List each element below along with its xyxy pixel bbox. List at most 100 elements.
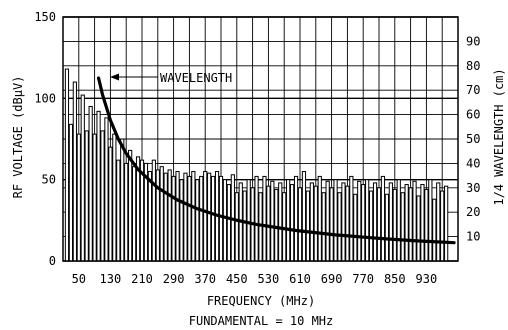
- spectrum-bar: [222, 179, 228, 262]
- spectrum-bar: [436, 182, 441, 262]
- spectrum-bar: [301, 171, 307, 262]
- spectrum-bar: [203, 171, 208, 262]
- spectrum-bar: [92, 133, 97, 262]
- x-tick-label: 290: [163, 272, 185, 286]
- spectrum-bar: [246, 179, 251, 262]
- spectrum-bar: [376, 187, 382, 262]
- spectrum-bar: [345, 185, 350, 262]
- right-y-tick-label: 10: [466, 230, 480, 244]
- spectrum-bar: [380, 175, 386, 262]
- x-tick-label: 930: [416, 272, 438, 286]
- spectrum-bar: [171, 175, 176, 262]
- x-tick-label: 130: [100, 272, 122, 286]
- spectrum-bar: [179, 179, 184, 262]
- x-tick-label: 770: [352, 272, 374, 286]
- spectrum-bar: [309, 182, 314, 262]
- spectrum-bar: [183, 172, 188, 262]
- spectrum-bar: [120, 138, 125, 262]
- spectrum-bar: [167, 169, 172, 262]
- right-y-tick-label: 30: [466, 181, 480, 195]
- x-tick-label: 850: [384, 272, 406, 286]
- spectrum-bar: [290, 184, 295, 262]
- spectrum-bar: [349, 175, 354, 262]
- spectrum-bar: [147, 171, 153, 262]
- right-y-tick-label: 90: [466, 34, 480, 48]
- spectrum-bar: [416, 195, 421, 262]
- spectrum-bar: [353, 193, 358, 262]
- spectrum-bar: [321, 192, 326, 262]
- x-tick-label: 690: [321, 272, 343, 286]
- spectrum-bar: [278, 182, 283, 262]
- spectrum-bar: [68, 123, 74, 262]
- left-y-tick-labels: 0 50 100 150: [34, 10, 56, 268]
- left-y-tick-label: 50: [42, 173, 56, 187]
- right-y-tick-label: 60: [466, 108, 480, 122]
- spectrum-bar: [116, 159, 121, 262]
- curve-label: WAVELENGTH: [160, 71, 232, 85]
- right-y-tick-label: 20: [466, 205, 480, 219]
- right-y-tick-labels: 10 20 30 40 50 60 70 80 90: [466, 34, 480, 243]
- x-tick-label: 50: [72, 272, 86, 286]
- spectrum-bar: [369, 190, 374, 262]
- spectrum-bar: [242, 190, 247, 262]
- spectrum-bar: [254, 175, 259, 262]
- spectrum-bar: [76, 133, 81, 262]
- spectrum-bar: [432, 198, 437, 262]
- spectrum-bar: [191, 171, 196, 262]
- right-y-tick-label: 50: [466, 132, 480, 146]
- x-tick-label: 530: [258, 272, 280, 286]
- spectrum-bar: [207, 172, 212, 262]
- right-y-tick-label: 40: [466, 156, 480, 170]
- spectrum-bar: [424, 188, 429, 262]
- spectrum-bar: [412, 180, 417, 262]
- spectrum-bar: [187, 175, 192, 262]
- spectrum-bar: [211, 175, 216, 262]
- spectrum-bar: [357, 180, 362, 262]
- spectrum-bar: [372, 182, 378, 262]
- spectrum-bar: [313, 185, 318, 262]
- spectrum-bar: [274, 188, 279, 262]
- spectrum-bar: [270, 180, 275, 262]
- spectrum-bar: [333, 179, 338, 262]
- spectrum-bar: [112, 133, 117, 262]
- spectrum-bar: [155, 169, 160, 262]
- x-tick-label: 610: [289, 272, 311, 286]
- spectrum-bar: [282, 192, 287, 262]
- spectrum-bar: [88, 105, 93, 262]
- spectrum-bar: [151, 159, 156, 262]
- spectrum-bar: [400, 192, 405, 262]
- spectrum-bar: [396, 179, 401, 262]
- x-tick-labels: 50 130 210 290 370 450 530 610 690 770 850 930: [72, 272, 438, 286]
- wavelength-curve-group: [96, 76, 456, 245]
- spectrum-bar: [286, 179, 291, 262]
- spectrum-bar: [132, 166, 137, 262]
- curve-label-arrowhead: [110, 73, 119, 81]
- spectrum-bar: [305, 190, 310, 262]
- right-y-tick-label: 80: [466, 59, 480, 73]
- spectrum-bar: [108, 146, 113, 262]
- spectrum-bar: [195, 179, 200, 262]
- spectrum-bar: [218, 175, 224, 262]
- spectrum-bar: [159, 166, 164, 262]
- spectrum-bar: [104, 117, 109, 262]
- spectrum-bar: [392, 188, 397, 262]
- spectrum-bar: [175, 171, 180, 262]
- right-y-axis-title: 1/4 WAVELENGTH (cm): [492, 68, 506, 205]
- spectrum-bar: [96, 110, 101, 262]
- spectrum-bar: [444, 185, 449, 262]
- spectrum-bar: [234, 192, 239, 262]
- left-y-tick-label: 150: [34, 10, 56, 24]
- spectrum-bar: [128, 149, 133, 262]
- left-y-tick-label: 100: [34, 91, 56, 105]
- spectrum-bar: [258, 192, 263, 262]
- x-tick-label: 210: [131, 272, 153, 286]
- spectrum-bar: [199, 175, 204, 262]
- x-axis-title: FREQUENCY (MHz): [207, 294, 315, 308]
- spectrum-bar: [317, 175, 322, 262]
- spectrum-bar: [408, 187, 413, 262]
- spectrum-bar: [325, 180, 330, 262]
- spectrum-bar: [297, 187, 303, 262]
- spectrum-bar: [361, 184, 366, 262]
- x-axis-subtitle: FUNDAMENTAL = 10 MHz: [189, 314, 334, 328]
